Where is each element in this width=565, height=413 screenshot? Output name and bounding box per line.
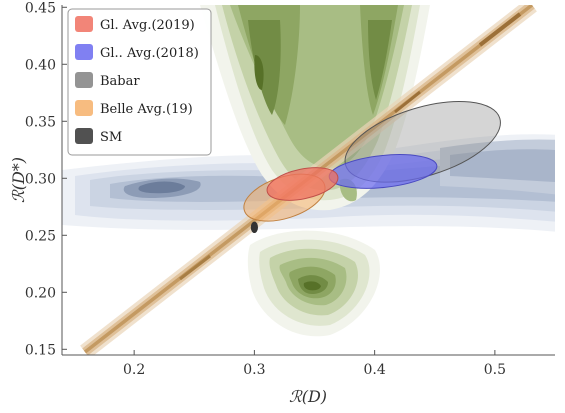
legend-label-babar: Babar	[100, 74, 140, 89]
x-tick-label: 0.3	[243, 362, 265, 378]
y-tick-label: 0.30	[25, 171, 56, 187]
x-tick-label: 0.5	[484, 362, 506, 378]
y-ticks: 0.15 0.20 0.25 0.30 0.35 0.40 0.45	[25, 0, 67, 358]
y-tick-label: 0.45	[25, 0, 56, 16]
legend-label-gl-avg-2019: Gl. Avg.(2019)	[100, 18, 195, 33]
x-tick-label: 0.2	[123, 362, 145, 378]
ellipse-gl-avg-2019	[266, 167, 339, 201]
y-axis-title: ℛ(D*)	[9, 157, 28, 203]
axes	[61, 5, 555, 356]
y-tick-label: 0.40	[25, 57, 56, 73]
legend-swatch-babar	[75, 72, 93, 88]
legend: Gl. Avg.(2019) Gl.. Avg.(2018) Babar Belle …	[67, 8, 212, 156]
y-tick-label: 0.35	[25, 114, 56, 130]
green-contour-lower	[247, 230, 380, 337]
legend-swatch-gl-avg-2019	[75, 16, 93, 32]
y-tick-label: 0.15	[25, 342, 56, 358]
x-tick-label: 0.4	[364, 362, 386, 378]
x-axis-title: ℛ(D)	[289, 387, 327, 406]
legend-label-belle-avg-19: Belle Avg.(19)	[100, 102, 193, 117]
legend-swatch-gl-avg-2018	[75, 44, 93, 60]
data-marks	[243, 101, 501, 234]
legend-swatch-sm	[75, 128, 93, 144]
x-ticks: 0.2 0.3 0.4 0.5	[123, 350, 506, 378]
legend-box	[67, 8, 212, 156]
legend-label-gl-avg-2018: Gl.. Avg.(2018)	[100, 46, 199, 61]
y-tick-label: 0.20	[25, 285, 56, 301]
legend-swatch-belle-avg-19	[75, 100, 93, 116]
legend-label-sm: SM	[100, 130, 122, 145]
sm-point-sm	[250, 221, 258, 234]
y-tick-label: 0.25	[25, 228, 56, 244]
